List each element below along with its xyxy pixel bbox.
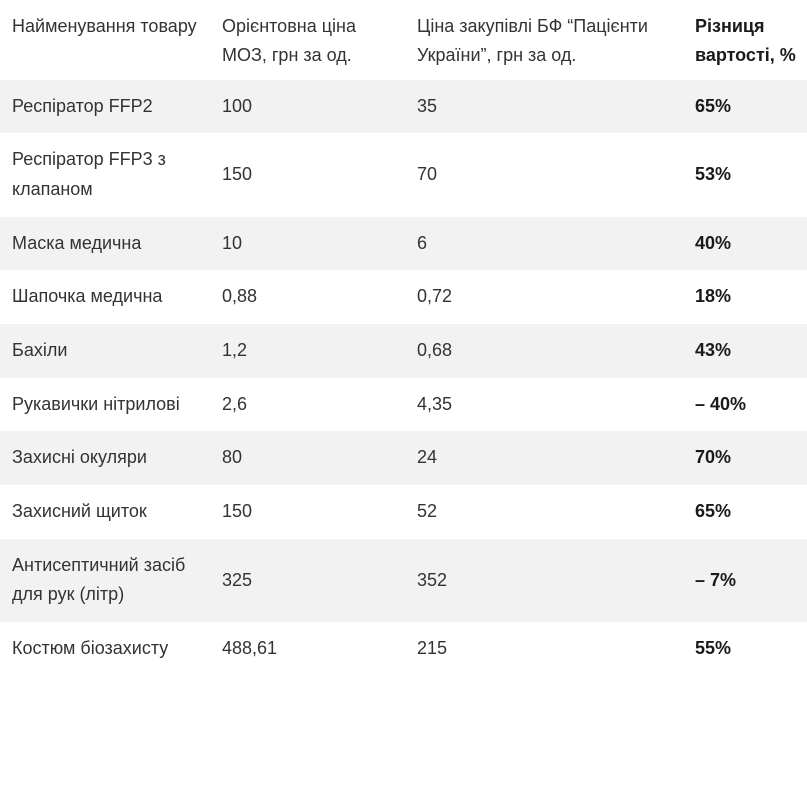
header-bf-price: Ціна закупівлі БФ “Пацієнти України”, гр…: [417, 16, 648, 65]
cell-diff: 40%: [695, 232, 732, 253]
cell-bf-price: 6: [417, 232, 428, 253]
table-row: Маска медична 10 6 40%: [0, 216, 807, 271]
cell-name: Шапочка медична: [12, 286, 163, 307]
cell-moz-price: 325: [222, 569, 253, 590]
price-comparison-table: Найменування товару Орієнтовна ціна МОЗ,…: [0, 0, 807, 676]
cell-diff: – 40%: [695, 393, 747, 414]
header-moz-price: Орієнтовна ціна МОЗ, грн за од.: [222, 16, 356, 65]
cell-diff: 18%: [695, 286, 732, 307]
cell-bf-price: 215: [417, 638, 448, 659]
cell-moz-price: 0,88: [222, 286, 258, 307]
cell-diff: 53%: [695, 164, 732, 185]
cell-bf-price: 35: [417, 95, 438, 116]
cell-bf-price: 352: [417, 569, 448, 590]
cell-bf-price: 4,35: [417, 393, 453, 414]
cell-bf-price: 52: [417, 501, 438, 522]
table-row: Шапочка медична 0,88 0,72 18%: [0, 270, 807, 325]
cell-moz-price: 10: [222, 232, 243, 253]
cell-moz-price: 1,2: [222, 340, 248, 361]
cell-moz-price: 80: [222, 447, 243, 468]
table-row: Респіратор FFP3 з клапаном 150 70 53%: [0, 133, 807, 217]
header-name: Найменування товару: [12, 16, 197, 36]
cell-diff: 55%: [695, 638, 732, 659]
cell-moz-price: 100: [222, 95, 253, 116]
cell-moz-price: 150: [222, 164, 253, 185]
cell-name: Рукавички нітрилові: [12, 393, 180, 414]
table-body: Респіратор FFP2 100 35 65% Респіратор FF…: [0, 79, 807, 676]
cell-moz-price: 150: [222, 501, 253, 522]
table-header: Найменування товару Орієнтовна ціна МОЗ,…: [0, 0, 807, 80]
table-row: Бахіли 1,2 0,68 43%: [0, 324, 807, 378]
cell-diff: 65%: [695, 95, 732, 116]
cell-bf-price: 0,68: [417, 340, 453, 361]
cell-name: Маска медична: [12, 232, 142, 253]
cell-moz-price: 2,6: [222, 393, 248, 414]
table-row: Антисептичний засіб для рук (літр) 325 3…: [0, 538, 807, 623]
table-row: Захисний щиток 150 52 65%: [0, 485, 807, 539]
cell-diff: 65%: [695, 501, 732, 522]
table-row: Респіратор FFP2 100 35 65%: [0, 79, 807, 134]
cell-name: Костюм біозахисту: [12, 638, 169, 659]
table-viewport: Найменування товару Орієнтовна ціна МОЗ,…: [0, 0, 807, 676]
cell-bf-price: 24: [417, 447, 438, 468]
cell-name: Захисні окуляри: [12, 447, 147, 468]
cell-name: Респіратор FFP3 з клапаном: [12, 149, 166, 199]
cell-moz-price: 488,61: [222, 638, 278, 659]
cell-name: Антисептичний засіб для рук (літр): [12, 554, 186, 605]
table-row: Костюм біозахисту 488,61 215 55%: [0, 622, 807, 676]
cell-diff: – 7%: [695, 569, 737, 590]
cell-name: Захисний щиток: [12, 501, 147, 522]
cell-diff: 43%: [695, 340, 732, 361]
cell-bf-price: 70: [417, 164, 438, 185]
cell-name: Респіратор FFP2: [12, 95, 153, 116]
cell-bf-price: 0,72: [417, 286, 453, 307]
header-diff: Різниця вартості, %: [695, 16, 796, 65]
header-row: Найменування товару Орієнтовна ціна МОЗ,…: [0, 0, 807, 80]
table-row: Захисні окуляри 80 24 70%: [0, 431, 807, 486]
cell-diff: 70%: [695, 447, 732, 468]
cell-name: Бахіли: [12, 340, 68, 361]
table-row: Рукавички нітрилові 2,6 4,35 – 40%: [0, 377, 807, 432]
